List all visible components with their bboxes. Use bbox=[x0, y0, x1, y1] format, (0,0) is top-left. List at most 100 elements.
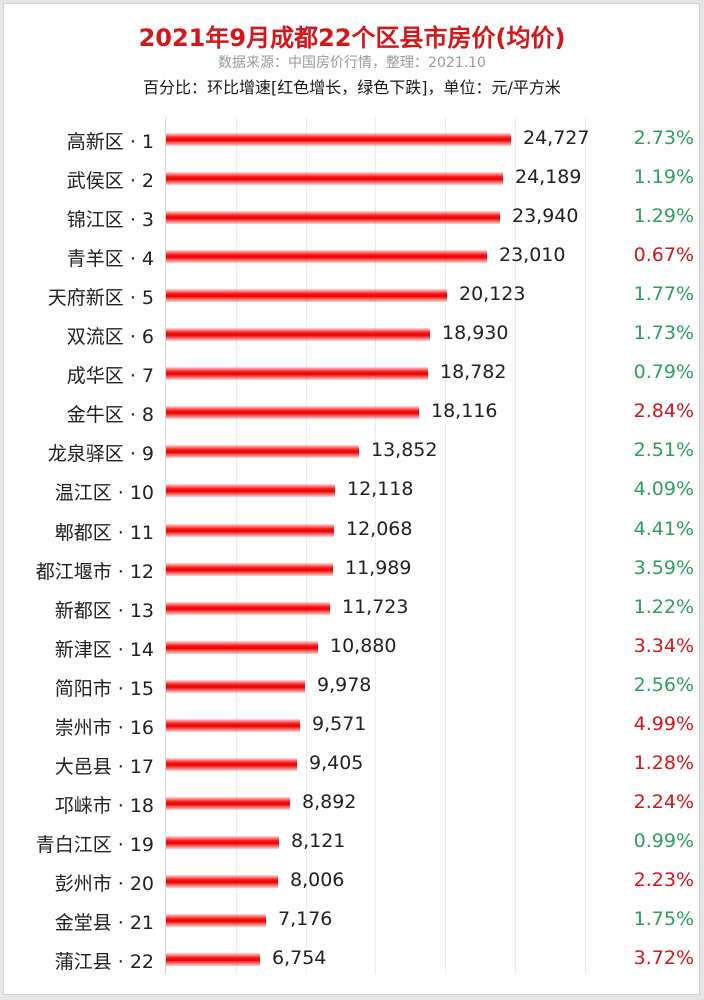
bar bbox=[166, 757, 297, 771]
mom-change-label: 2.73% bbox=[633, 127, 694, 149]
category-label: 金牛区 · 8 bbox=[66, 404, 154, 427]
value-label: 23,010 bbox=[499, 244, 566, 267]
mom-change-label: 2.56% bbox=[633, 673, 694, 696]
mom-change-label: 2.24% bbox=[633, 790, 694, 813]
value-label: 9,978 bbox=[317, 673, 372, 696]
mom-change-label: 2.51% bbox=[633, 439, 694, 462]
category-label: 锦江区 · 3 bbox=[66, 209, 154, 232]
mom-change-label: 0.99% bbox=[633, 829, 694, 852]
mom-change-label: 2.23% bbox=[633, 868, 694, 891]
bar bbox=[166, 562, 333, 576]
category-label: 大邑县 · 17 bbox=[54, 755, 154, 778]
mom-change-label: 1.75% bbox=[633, 908, 694, 930]
gridline bbox=[306, 117, 307, 974]
y-axis-line bbox=[165, 117, 166, 974]
bar-row: 新津区 · 14 10,880 3.34% bbox=[0, 628, 704, 667]
category-label: 蒲江县 · 22 bbox=[54, 951, 154, 974]
mom-change-label: 3.34% bbox=[633, 634, 694, 657]
category-label: 青白江区 · 19 bbox=[35, 833, 154, 856]
category-label: 高新区 · 1 bbox=[66, 131, 154, 153]
category-label: 新都区 · 13 bbox=[54, 599, 154, 622]
gridline bbox=[375, 117, 376, 974]
bar-row: 金堂县 · 21 7,176 1.75% bbox=[0, 901, 704, 940]
bar-row: 高新区 · 1 24,727 2.73% bbox=[0, 120, 704, 159]
bar bbox=[166, 289, 447, 303]
bar-row: 蒲江县 · 22 6,754 3.72% bbox=[0, 940, 704, 979]
bar-row: 邛崃市 · 18 8,892 2.24% bbox=[0, 784, 704, 823]
value-label: 10,880 bbox=[330, 634, 397, 657]
category-label: 彭州市 · 20 bbox=[54, 872, 154, 895]
value-label: 20,123 bbox=[459, 283, 526, 306]
value-label: 8,892 bbox=[302, 790, 357, 813]
bar bbox=[166, 874, 278, 888]
value-label: 23,940 bbox=[512, 205, 579, 228]
bar-row: 双流区 · 6 18,930 1.73% bbox=[0, 315, 704, 354]
bar bbox=[166, 172, 503, 186]
bar bbox=[166, 445, 359, 459]
chart-title: 2021年9月成都22个区县市房价(均价) bbox=[138, 24, 566, 52]
category-label: 双流区 · 6 bbox=[66, 326, 154, 349]
mom-change-label: 1.19% bbox=[633, 166, 694, 189]
bar bbox=[166, 211, 500, 225]
bar bbox=[166, 328, 430, 342]
bar-row: 青羊区 · 4 23,010 0.67% bbox=[0, 237, 704, 276]
chart-subtitle: 数据来源：中国房价行情，整理：2021.10 bbox=[218, 55, 486, 71]
mom-change-label: 1.73% bbox=[633, 322, 694, 345]
bar-row: 温江区 · 10 12,118 4.09% bbox=[0, 471, 704, 510]
category-label: 崇州市 · 16 bbox=[54, 716, 154, 739]
category-label: 天府新区 · 5 bbox=[47, 287, 154, 310]
bar bbox=[166, 484, 335, 498]
bar bbox=[166, 250, 487, 264]
bar-row: 成华区 · 7 18,782 0.79% bbox=[0, 354, 704, 393]
gridline bbox=[585, 117, 586, 974]
category-label: 青羊区 · 4 bbox=[66, 248, 154, 271]
value-label: 24,727 bbox=[523, 127, 590, 149]
value-label: 8,121 bbox=[291, 829, 346, 852]
bar-row: 彭州市 · 20 8,006 2.23% bbox=[0, 862, 704, 901]
category-label: 郫都区 · 11 bbox=[54, 521, 154, 544]
value-label: 11,723 bbox=[342, 595, 409, 618]
value-label: 9,405 bbox=[309, 751, 364, 774]
bar-row: 天府新区 · 5 20,123 1.77% bbox=[0, 276, 704, 315]
mom-change-label: 1.28% bbox=[633, 751, 694, 774]
mom-change-label: 1.77% bbox=[633, 283, 694, 306]
mom-change-label: 4.09% bbox=[633, 478, 694, 501]
bar-row: 金牛区 · 8 18,116 2.84% bbox=[0, 393, 704, 432]
bar bbox=[166, 133, 511, 146]
gridline bbox=[236, 117, 237, 974]
bar bbox=[166, 914, 266, 927]
mom-change-label: 0.67% bbox=[633, 244, 694, 267]
value-label: 9,571 bbox=[312, 712, 367, 735]
bar-row: 郫都区 · 11 12,068 4.41% bbox=[0, 511, 704, 550]
value-label: 18,930 bbox=[442, 322, 509, 345]
mom-change-label: 4.41% bbox=[633, 517, 694, 540]
bar bbox=[166, 835, 279, 849]
bar-row: 简阳市 · 15 9,978 2.56% bbox=[0, 667, 704, 706]
value-label: 18,782 bbox=[440, 361, 507, 384]
bar bbox=[166, 718, 300, 732]
value-label: 18,116 bbox=[431, 400, 498, 423]
value-label: 6,754 bbox=[272, 947, 327, 970]
bar-row: 崇州市 · 16 9,571 4.99% bbox=[0, 706, 704, 745]
bar bbox=[166, 601, 330, 615]
category-label: 邛崃市 · 18 bbox=[54, 794, 154, 817]
bar bbox=[166, 523, 334, 537]
category-label: 温江区 · 10 bbox=[54, 482, 154, 505]
plot-area bbox=[166, 117, 626, 974]
bar-row: 龙泉驿区 · 9 13,852 2.51% bbox=[0, 432, 704, 471]
bar-row: 青白江区 · 19 8,121 0.99% bbox=[0, 823, 704, 862]
value-label: 13,852 bbox=[371, 439, 438, 462]
value-label: 8,006 bbox=[290, 868, 345, 891]
mom-change-label: 0.79% bbox=[633, 361, 694, 384]
value-label: 11,989 bbox=[345, 556, 412, 579]
bar bbox=[166, 640, 318, 654]
category-label: 新津区 · 14 bbox=[54, 638, 154, 661]
gridline bbox=[445, 117, 446, 974]
bar-row: 都江堰市 · 12 11,989 3.59% bbox=[0, 550, 704, 589]
value-label: 12,118 bbox=[347, 478, 414, 501]
category-label: 龙泉驿区 · 9 bbox=[47, 443, 154, 466]
category-label: 武侯区 · 2 bbox=[66, 170, 154, 193]
bar bbox=[166, 796, 290, 810]
category-label: 成华区 · 7 bbox=[66, 365, 154, 388]
mom-change-label: 2.84% bbox=[633, 400, 694, 423]
